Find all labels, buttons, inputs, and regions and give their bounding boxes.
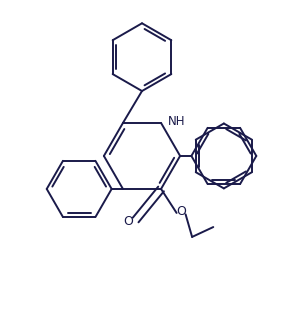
Text: O: O — [177, 205, 187, 218]
Text: O: O — [123, 215, 133, 228]
Text: NH: NH — [168, 115, 186, 128]
